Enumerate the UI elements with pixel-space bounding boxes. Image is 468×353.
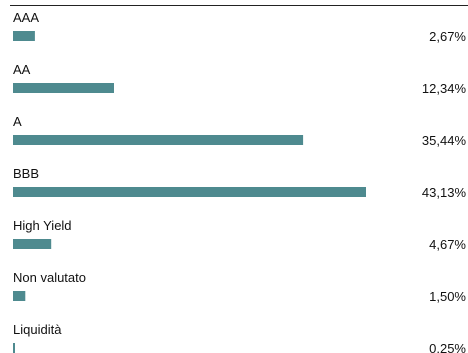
bar xyxy=(13,187,366,197)
bar xyxy=(13,31,35,41)
value-label: 12,34% xyxy=(422,81,467,96)
value-label: 1,50% xyxy=(429,289,466,304)
category-label: Liquidità xyxy=(13,322,62,337)
category-label: AA xyxy=(13,62,31,77)
category-label: A xyxy=(13,114,22,129)
category-label: Non valutato xyxy=(13,270,86,285)
category-label: AAA xyxy=(13,10,39,25)
category-label: BBB xyxy=(13,166,39,181)
bar xyxy=(13,83,114,93)
category-label: High Yield xyxy=(13,218,72,233)
value-label: 2,67% xyxy=(429,29,466,44)
bar xyxy=(13,291,26,301)
bar xyxy=(13,135,304,145)
value-label: 0,25% xyxy=(429,341,466,353)
value-label: 35,44% xyxy=(422,133,467,148)
bar xyxy=(13,343,15,353)
bar xyxy=(13,239,52,249)
value-label: 4,67% xyxy=(429,237,466,252)
value-label: 43,13% xyxy=(422,185,467,200)
